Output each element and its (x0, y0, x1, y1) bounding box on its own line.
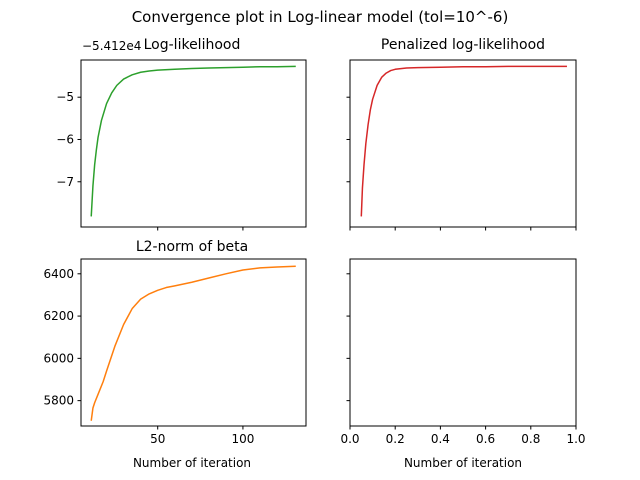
series-line (90, 65, 296, 217)
plot-area-log-likelihood: −7 −6 −5 (56, 65, 296, 231)
panel-title-l2-norm-of-beta: L2-norm of beta (136, 239, 248, 255)
x-tick-label: 0.0 (340, 432, 359, 446)
figure-title: Convergence plot in Log-linear model (to… (132, 8, 509, 26)
x-tick-label: 0.8 (521, 432, 540, 446)
series-line (90, 265, 296, 421)
x-axis-label-l2-norm-of-beta: Number of iteration (133, 456, 251, 470)
panel-title-penalized-log-likelihood: Penalized log-likelihood (381, 37, 545, 53)
axes-frame-penalized-log-likelihood (349, 59, 577, 228)
y-tick-label: 6200 (43, 309, 74, 323)
x-tick-label: 100 (231, 432, 254, 446)
plot-area-empty: 0.0 0.2 0.4 0.6 0.8 1.0 (340, 273, 586, 446)
plot-area-l2-norm-of-beta: 5800 6000 6200 6400 50 100 (43, 265, 296, 446)
x-axis-label-empty: Number of iteration (404, 456, 522, 470)
y-tick-label: −6 (56, 132, 74, 146)
x-tick-label: 50 (150, 432, 165, 446)
axes-frame-log-likelihood (80, 59, 307, 228)
panel-title-log-likelihood: Log-likelihood (144, 37, 241, 53)
x-tick-label: 0.4 (431, 432, 450, 446)
y-tick-label: 6000 (43, 351, 74, 365)
y-tick-label: −5 (56, 90, 74, 104)
axes-frame-empty (349, 258, 577, 427)
panel-penalized-log-likelihood: Penalized log-likelihood (346, 37, 577, 231)
offset-text-log-likelihood: −5.412e4 (82, 39, 141, 53)
axes-frame-l2-norm-of-beta (80, 258, 307, 427)
x-tick-label: 0.6 (476, 432, 495, 446)
y-tick-label: −7 (56, 175, 74, 189)
y-tick-label: 5800 (43, 394, 74, 408)
plot-area-penalized-log-likelihood (346, 65, 577, 231)
panel-empty: 0.0 0.2 0.4 0.6 0.8 1.0 Number of iteration (340, 258, 586, 470)
panel-l2-norm-of-beta: L2-norm of beta 5800 6000 6200 6400 50 100 Nu… (43, 239, 307, 470)
x-tick-label: 1.0 (566, 432, 585, 446)
y-tick-label: 6400 (43, 267, 74, 281)
x-tick-label: 0.2 (386, 432, 405, 446)
series-line (360, 65, 567, 217)
panel-log-likelihood: Log-likelihood −5.412e4 −7 −6 −5 (56, 37, 307, 231)
